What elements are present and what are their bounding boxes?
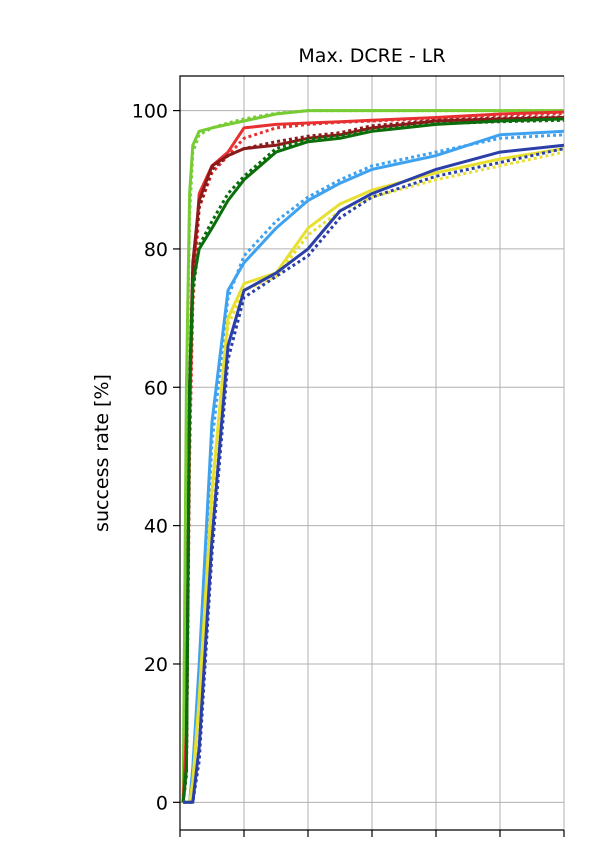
y-axis-label: success rate [%] bbox=[91, 374, 113, 532]
series-line bbox=[183, 147, 565, 804]
series-line bbox=[183, 143, 565, 804]
y-tick-label: 20 bbox=[144, 654, 168, 676]
series-line bbox=[181, 117, 565, 803]
series-line bbox=[183, 129, 565, 804]
series-line bbox=[181, 110, 565, 803]
y-tick-label: 60 bbox=[144, 377, 168, 399]
chart-title: Max. DCRE - LR bbox=[298, 45, 445, 67]
series-line bbox=[183, 150, 565, 804]
series-line bbox=[181, 109, 564, 803]
y-tick-label: 0 bbox=[156, 792, 168, 814]
series-line bbox=[181, 118, 565, 803]
y-tick-label: 100 bbox=[132, 101, 168, 123]
y-tick-label: 80 bbox=[144, 239, 168, 261]
series-line bbox=[181, 116, 565, 803]
series-line bbox=[183, 147, 565, 804]
series-line bbox=[181, 109, 564, 803]
y-tick-label: 40 bbox=[144, 516, 168, 538]
series-line bbox=[181, 115, 565, 803]
series-line bbox=[183, 133, 565, 804]
axis-frame bbox=[179, 75, 564, 831]
series-line bbox=[181, 111, 565, 803]
